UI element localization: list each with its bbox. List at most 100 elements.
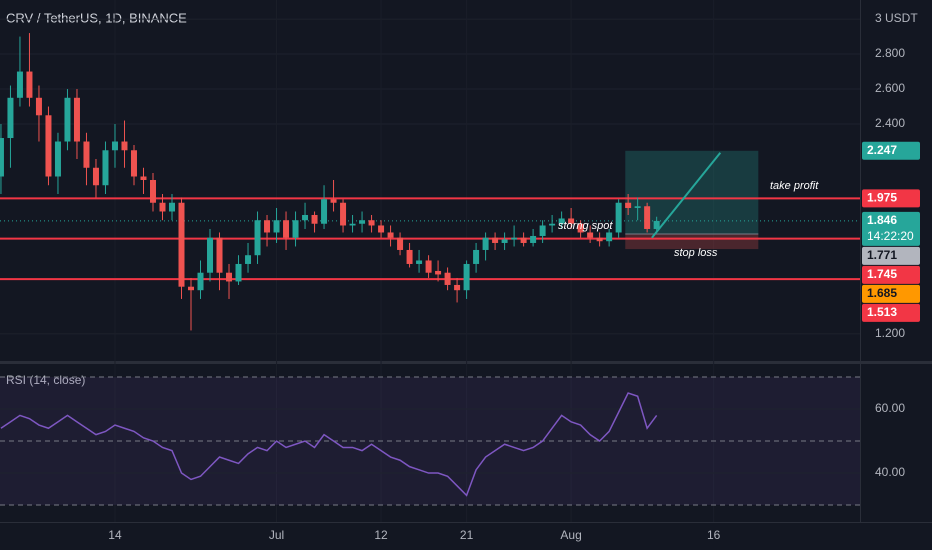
price-tag-label: 1.975: [867, 191, 897, 205]
x-tick-label: 12: [374, 528, 388, 542]
price-tag: [862, 141, 920, 160]
y-tick-label: 2.800: [875, 46, 905, 60]
candle-body: [16, 71, 23, 98]
candle-body: [130, 150, 137, 177]
candle-body: [397, 237, 404, 250]
candle-body: [216, 237, 223, 273]
candle-body: [111, 141, 118, 151]
candle-body: [235, 263, 242, 282]
price-tag-label: 1.685: [867, 286, 897, 300]
countdown: 14:22:20: [867, 229, 914, 243]
candle-body: [568, 218, 575, 224]
candle-body: [625, 202, 632, 208]
candle-body: [273, 220, 280, 233]
candle-body: [473, 249, 480, 264]
price-tag: [862, 246, 920, 265]
rsi-tick-label: 60.00: [875, 401, 905, 415]
y-tick-label: 2.600: [875, 81, 905, 95]
candle-body: [102, 150, 109, 186]
x-tick-label: 21: [460, 528, 474, 542]
price-tag-label: 1.513: [867, 305, 897, 319]
candle-body: [264, 220, 271, 233]
candle-body: [644, 206, 651, 229]
candle-body: [416, 260, 423, 264]
candle-body: [463, 263, 470, 291]
chart-title: CRV / TetherUS, 1D, BINANCE: [6, 10, 187, 25]
x-tick-label: Aug: [560, 528, 581, 542]
price-tag-label: 1.846: [867, 213, 897, 227]
candle-body: [254, 220, 261, 256]
rsi-band: [0, 377, 860, 506]
candle-body: [302, 214, 309, 221]
candle-body: [330, 199, 337, 203]
candle-body: [539, 225, 546, 236]
candle-body: [178, 202, 185, 287]
candle-body: [159, 202, 166, 212]
candle-body: [340, 202, 347, 226]
candle-body: [283, 220, 290, 238]
trend-line: [651, 152, 722, 239]
take-profit-note: take profit: [770, 180, 819, 192]
price-tag-label: 1.745: [867, 267, 897, 281]
price-tag: [862, 265, 920, 284]
candle-body: [321, 199, 328, 224]
candle-body: [245, 255, 252, 264]
candle-body: [596, 237, 603, 242]
candle-body: [311, 214, 318, 224]
candle-body: [615, 202, 622, 233]
candle-body: [577, 223, 584, 233]
candle-body: [558, 218, 565, 224]
candle-body: [169, 202, 175, 212]
candle-body: [121, 141, 128, 151]
candle-body: [549, 223, 556, 226]
candle-body: [378, 225, 385, 233]
candle-body: [54, 141, 61, 177]
candle-body: [0, 138, 4, 177]
candle-body: [653, 220, 660, 229]
stop-loss-note: stop loss: [674, 247, 718, 259]
candle-body: [226, 272, 233, 282]
candle-body: [520, 237, 527, 243]
candle-body: [7, 97, 14, 139]
candle-body: [368, 220, 375, 226]
candle-body: [64, 97, 71, 142]
candle-body: [425, 260, 432, 273]
candle-body: [73, 97, 80, 142]
candle-body: [530, 235, 537, 243]
candle-body: [454, 284, 461, 291]
candle-body: [387, 232, 394, 238]
candle-body: [359, 220, 366, 224]
price-tag: [862, 211, 920, 246]
price-tag-label: 2.247: [867, 143, 897, 157]
candle-body: [292, 220, 299, 238]
candle-body: [435, 270, 442, 275]
candle-body: [83, 141, 90, 168]
rsi-line: [0, 392, 658, 497]
candle-body: [45, 115, 52, 177]
candle-body: [406, 249, 413, 264]
y-tick-label: 2.400: [875, 116, 905, 130]
candle-body: [349, 223, 356, 226]
candle-body: [482, 237, 489, 250]
candle-body: [149, 180, 156, 203]
y-tick-label: 1.200: [875, 326, 905, 340]
candle-body: [207, 237, 214, 273]
candle-body: [92, 167, 99, 186]
rsi-tick-label: 40.00: [875, 465, 905, 479]
candle-body: [587, 232, 594, 238]
x-tick-label: Jul: [269, 528, 284, 542]
candle-body: [188, 286, 195, 291]
candle-body: [26, 71, 33, 98]
candle-body: [492, 237, 499, 243]
candle-body: [140, 176, 147, 180]
candle-body: [501, 239, 508, 243]
candle-body: [511, 237, 518, 240]
x-tick-label: 14: [108, 528, 122, 542]
y-tick-label: 3 USDT: [875, 11, 918, 25]
price-tag: [862, 284, 920, 303]
price-tag-label: 1.771: [867, 248, 897, 262]
price-tag: [862, 189, 920, 208]
x-tick-label: 16: [707, 528, 721, 542]
spot-note: storng spot: [558, 220, 613, 232]
